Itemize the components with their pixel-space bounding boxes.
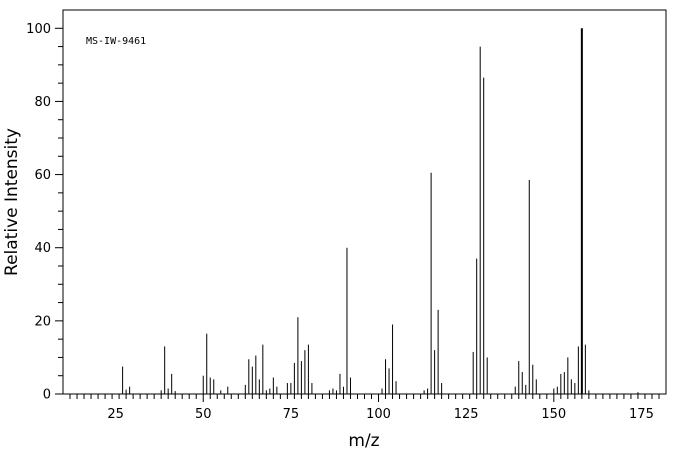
x-tick-label: 175 xyxy=(629,407,654,422)
y-tick-label: 80 xyxy=(34,95,51,110)
spectrum-peaks xyxy=(122,28,639,394)
x-tick-label: 25 xyxy=(107,407,124,422)
x-tick-label: 125 xyxy=(454,407,479,422)
x-tick-label: 50 xyxy=(195,407,212,422)
x-tick-label: 150 xyxy=(541,407,566,422)
y-tick-label: 0 xyxy=(43,388,51,403)
x-axis-title: m/z xyxy=(348,431,379,451)
y-tick-label: 40 xyxy=(34,241,51,256)
y-axis-ticks: 0 20 40 60 80 100 xyxy=(26,22,63,403)
x-axis-ticks: 25 50 75 100 125 150 175 xyxy=(69,394,660,422)
y-tick-label: 60 xyxy=(34,168,51,183)
x-tick-label: 75 xyxy=(283,407,300,422)
y-tick-label: 20 xyxy=(34,314,51,329)
x-tick-label: 100 xyxy=(366,407,391,422)
plot-frame xyxy=(62,9,667,395)
y-tick-label: 100 xyxy=(26,22,51,37)
y-axis-title: Relative Intensity xyxy=(2,128,22,276)
spectrum-id-label: MS-IW-9461 xyxy=(86,36,146,47)
